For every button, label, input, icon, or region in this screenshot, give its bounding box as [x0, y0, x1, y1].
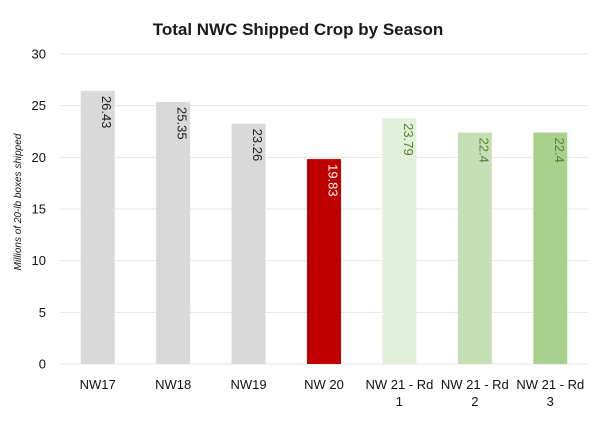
y-tick-label: 0 — [39, 357, 46, 372]
x-tick-label: NW19 — [231, 377, 267, 392]
bar — [80, 90, 115, 364]
bar-value-label: 22.4 — [552, 138, 567, 163]
bar-value-label: 19.83 — [326, 164, 341, 197]
y-axis-ticks: 0 5 10 15 20 25 30 — [32, 47, 46, 372]
x-tick-label: NW17 — [80, 377, 116, 392]
bars: 26.43 25.35 23.26 19.83 23.79 22.4 22.4 — [80, 90, 568, 365]
x-tick-label: NW18 — [155, 377, 191, 392]
x-tick-label: 1 — [396, 394, 403, 409]
x-axis-ticks: NW17 NW18 NW19 NW 20 NW 21 - Rd 1 NW 21 - Rd 2 N… — [80, 377, 585, 409]
y-tick-label: 5 — [39, 305, 46, 320]
y-tick-label: 30 — [32, 47, 46, 62]
chart-title: Total NWC Shipped Crop by Season — [153, 20, 444, 39]
y-tick-label: 10 — [32, 253, 46, 268]
y-tick-label: 25 — [32, 98, 46, 113]
bar — [382, 118, 417, 364]
x-tick-label: NW 21 - Rd — [516, 377, 584, 392]
bar-value-label: 25.35 — [175, 107, 190, 140]
x-tick-label: NW 21 - Rd — [365, 377, 433, 392]
bar — [533, 132, 568, 364]
x-tick-label: 3 — [547, 394, 554, 409]
x-tick-label: NW 21 - Rd — [441, 377, 509, 392]
bar — [156, 102, 191, 365]
y-axis-label: Millions of 20-lb boxes shipped — [13, 133, 24, 270]
bar-value-label: 23.79 — [401, 123, 416, 156]
x-tick-label: NW 20 — [304, 377, 344, 392]
bar-value-label: 26.43 — [99, 96, 114, 129]
bar — [307, 159, 341, 364]
bar — [231, 123, 266, 364]
x-tick-label: 2 — [471, 394, 478, 409]
bar-value-label: 22.4 — [476, 138, 491, 163]
bar-value-label: 23.26 — [250, 129, 265, 162]
y-tick-label: 15 — [32, 202, 46, 217]
bar — [457, 132, 492, 364]
y-tick-label: 20 — [32, 150, 46, 165]
